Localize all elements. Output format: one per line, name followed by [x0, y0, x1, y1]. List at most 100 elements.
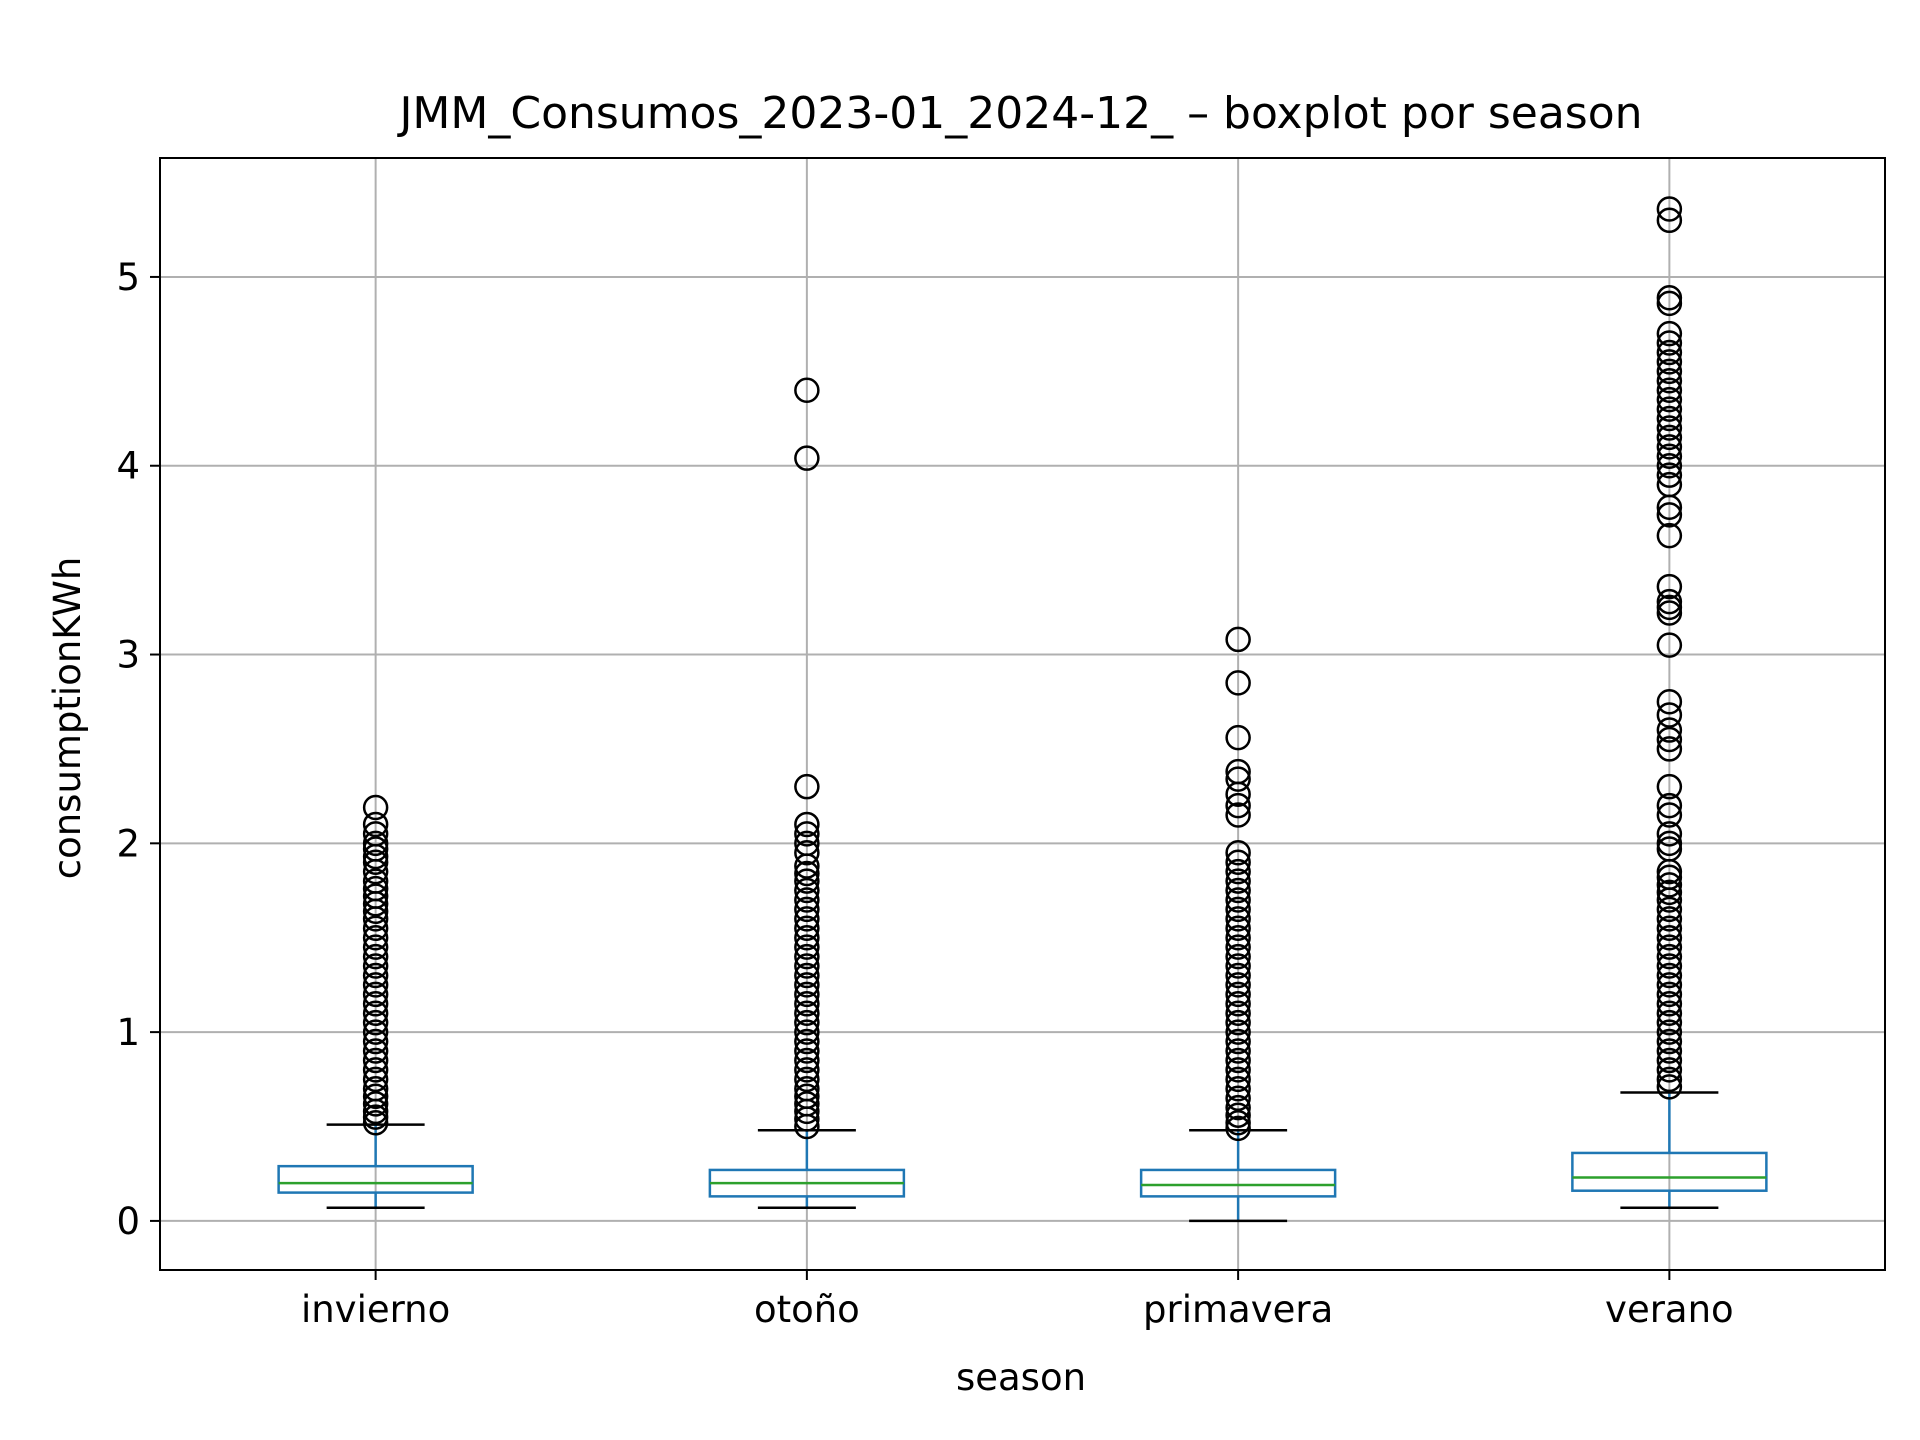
- outlier-point: [794, 953, 820, 979]
- outlier-point: [1656, 924, 1683, 951]
- outlier-point: [1656, 502, 1683, 528]
- outlier-point: [362, 843, 389, 870]
- outlier-point: [1225, 858, 1251, 885]
- outlier-point: [1656, 196, 1683, 222]
- outlier-point: [1656, 339, 1683, 366]
- outlier-point: [1656, 915, 1683, 942]
- outlier-point: [362, 962, 389, 989]
- outlier-point: [1225, 1094, 1251, 1121]
- outlier-point: [1225, 792, 1251, 819]
- box-iqr: [1571, 1151, 1768, 1192]
- outlier-point: [362, 811, 389, 838]
- outlier-point: [794, 972, 820, 998]
- outlier-point: [362, 991, 389, 1017]
- axis-ticks: 0 1 2 3 4 5 invierno otoño primavera verano: [116, 256, 1733, 1331]
- outlier-point: [362, 972, 389, 998]
- outlier-point: [1225, 906, 1251, 932]
- outlier-point: [794, 1106, 820, 1132]
- outlier-point: [1225, 934, 1251, 960]
- outlier-point: [1656, 462, 1683, 488]
- outlier-point: [794, 868, 820, 894]
- outlier-point: [362, 934, 389, 960]
- outlier-point: [1656, 906, 1683, 932]
- outlier-point: [1225, 781, 1251, 807]
- outlier-point: [794, 1057, 820, 1083]
- outlier-point: [1656, 284, 1683, 311]
- outlier-point: [362, 1009, 389, 1036]
- outlier-point: [794, 445, 820, 471]
- outlier-point: [1225, 1047, 1251, 1074]
- outlier-point: [362, 953, 389, 979]
- outlier-point: [794, 924, 820, 951]
- outlier-point: [1225, 670, 1251, 696]
- outlier-point: [1656, 858, 1683, 885]
- outlier-point: [1225, 915, 1251, 942]
- outlier-point: [1656, 290, 1683, 317]
- outlier-point: [794, 906, 820, 932]
- x-tick-label: otoño: [754, 1288, 860, 1331]
- outlier-point: [794, 1047, 820, 1074]
- outlier-point: [362, 1028, 389, 1055]
- outlier-point: [794, 1019, 820, 1045]
- outlier-point: [362, 1104, 389, 1130]
- outlier-point: [1225, 1102, 1251, 1128]
- outlier-point: [1656, 434, 1683, 460]
- outlier-point: [1225, 972, 1251, 998]
- outlier-point: [1225, 840, 1251, 866]
- outlier-point: [362, 1109, 389, 1136]
- plot-frame: [159, 157, 1886, 1271]
- outlier-point: [1656, 962, 1683, 989]
- outlier-point: [794, 1113, 820, 1140]
- outlier-point: [1656, 405, 1683, 432]
- outlier-point: [1225, 1028, 1251, 1055]
- outlier-point: [1656, 887, 1683, 913]
- outlier-point: [1656, 594, 1683, 621]
- outlier-point: [1656, 1019, 1683, 1045]
- outlier-point: [1656, 207, 1683, 234]
- x-axis-label: season: [956, 1356, 1086, 1399]
- outlier-point: [362, 1083, 389, 1110]
- y-tick-label: 2: [116, 822, 140, 865]
- outlier-point: [1225, 962, 1251, 989]
- outlier-point: [794, 962, 820, 989]
- outlier-point: [1656, 896, 1683, 923]
- outlier-point: [1656, 358, 1683, 385]
- outlier-point: [1656, 821, 1683, 847]
- box-invierno: [277, 794, 474, 1209]
- outlier-point: [1225, 1115, 1251, 1142]
- outlier-point: [1656, 330, 1683, 356]
- outlier-point: [362, 1000, 389, 1026]
- outlier-point: [794, 981, 820, 1008]
- outlier-point: [1656, 991, 1683, 1017]
- outlier-point: [794, 840, 820, 866]
- outlier-point: [1656, 1074, 1683, 1100]
- outlier-point: [794, 773, 820, 800]
- box-verano: [1571, 196, 1768, 1209]
- outlier-point: [1656, 415, 1683, 441]
- outlier-point: [1656, 368, 1683, 394]
- outlier-point: [1656, 452, 1683, 479]
- outlier-point: [794, 1009, 820, 1036]
- outlier-point: [1656, 424, 1683, 451]
- outlier-point: [1656, 377, 1683, 403]
- outlier-point: [1656, 1028, 1683, 1055]
- outlier-point: [1225, 896, 1251, 923]
- outlier-point: [794, 896, 820, 923]
- outlier-point: [1656, 879, 1683, 906]
- outlier-point: [362, 1098, 389, 1125]
- box-primavera: [1139, 626, 1337, 1223]
- outlier-point: [362, 906, 389, 932]
- outlier-point: [1225, 1109, 1251, 1136]
- outlier-point: [1225, 877, 1251, 904]
- box-iqr: [1139, 1168, 1337, 1198]
- x-tick-label: invierno: [301, 1288, 450, 1331]
- outlier-point: [794, 934, 820, 960]
- outlier-point: [1656, 494, 1683, 521]
- outlier-point: [794, 915, 820, 942]
- outlier-point: [1225, 943, 1251, 970]
- y-axis-label: consumptionKWh: [46, 557, 89, 880]
- outlier-point: [1225, 953, 1251, 979]
- outlier-point: [362, 858, 389, 885]
- outlier-point: [794, 887, 820, 913]
